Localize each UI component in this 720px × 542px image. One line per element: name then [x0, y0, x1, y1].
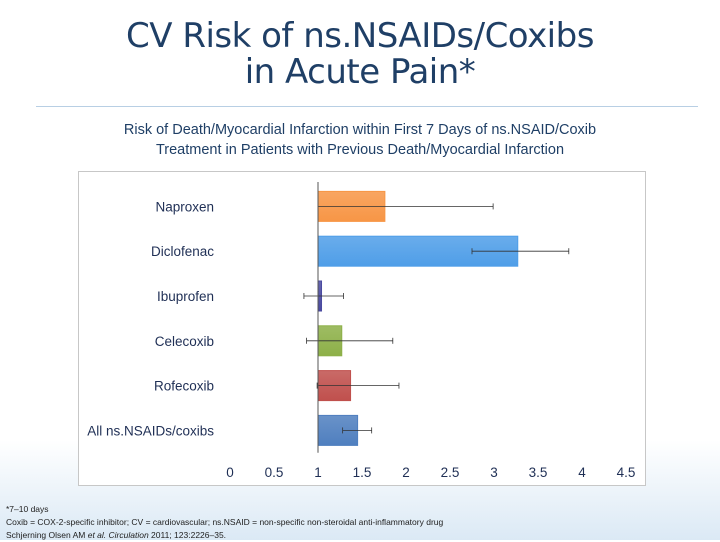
x-tick-label-8: 4 — [578, 465, 586, 480]
bar-chart: Naproxen Diclofenac Ibuprofen Celecoxib Rofe… — [87, 182, 636, 480]
footnotes: *7–10 days Coxib = COX-2-specific inhibi… — [6, 503, 706, 542]
chart-subtitle-line2: Treatment in Patients with Previous Deat… — [155, 142, 565, 158]
slide-title-line2: in Acute Pain* — [244, 52, 476, 92]
x-tick-label-0: 0 — [226, 465, 234, 480]
category-label-5: All ns.NSAIDs/coxibs — [87, 423, 214, 438]
x-tick-label-3: 1.5 — [353, 465, 372, 480]
x-tick-label-9: 4.5 — [617, 465, 636, 480]
title-divider — [36, 106, 698, 107]
x-tick-label-1: 0.5 — [265, 465, 284, 480]
category-label-2: Ibuprofen — [157, 289, 214, 304]
x-tick-label-6: 3 — [490, 465, 498, 480]
reference-journal: et al. Circulation — [87, 530, 149, 540]
x-tick-label-5: 2.5 — [441, 465, 460, 480]
category-label-0: Naproxen — [155, 199, 214, 214]
category-label-1: Diclofenac — [151, 244, 214, 259]
chart-frame: Naproxen Diclofenac Ibuprofen Celecoxib Rofe… — [78, 171, 646, 486]
footnote-days: *7–10 days — [6, 504, 49, 514]
category-label-4: Rofecoxib — [154, 379, 214, 394]
chart-subtitle: Risk of Death/Myocardial Infarction with… — [40, 120, 680, 160]
category-label-3: Celecoxib — [155, 334, 214, 349]
slide-title: CV Risk of ns.NSAIDs/Coxibs in Acute Pai… — [60, 18, 660, 90]
x-tick-label-2: 1 — [314, 465, 322, 480]
reference-citation: 2011; 123:2226–35. — [148, 530, 227, 540]
chart-subtitle-line1: Risk of Death/Myocardial Infarction with… — [123, 122, 597, 138]
slide-title-line1: CV Risk of ns.NSAIDs/Coxibs — [126, 16, 594, 56]
x-tick-label-4: 2 — [402, 465, 410, 480]
reference-author: Schjerning Olsen AM — [6, 530, 88, 540]
footnote-abbreviations: Coxib = COX-2-specific inhibitor; CV = c… — [6, 517, 444, 527]
footnote-reference: Schjerning Olsen AM et al. Circulation 2… — [6, 529, 706, 542]
x-tick-label-7: 3.5 — [529, 465, 548, 480]
